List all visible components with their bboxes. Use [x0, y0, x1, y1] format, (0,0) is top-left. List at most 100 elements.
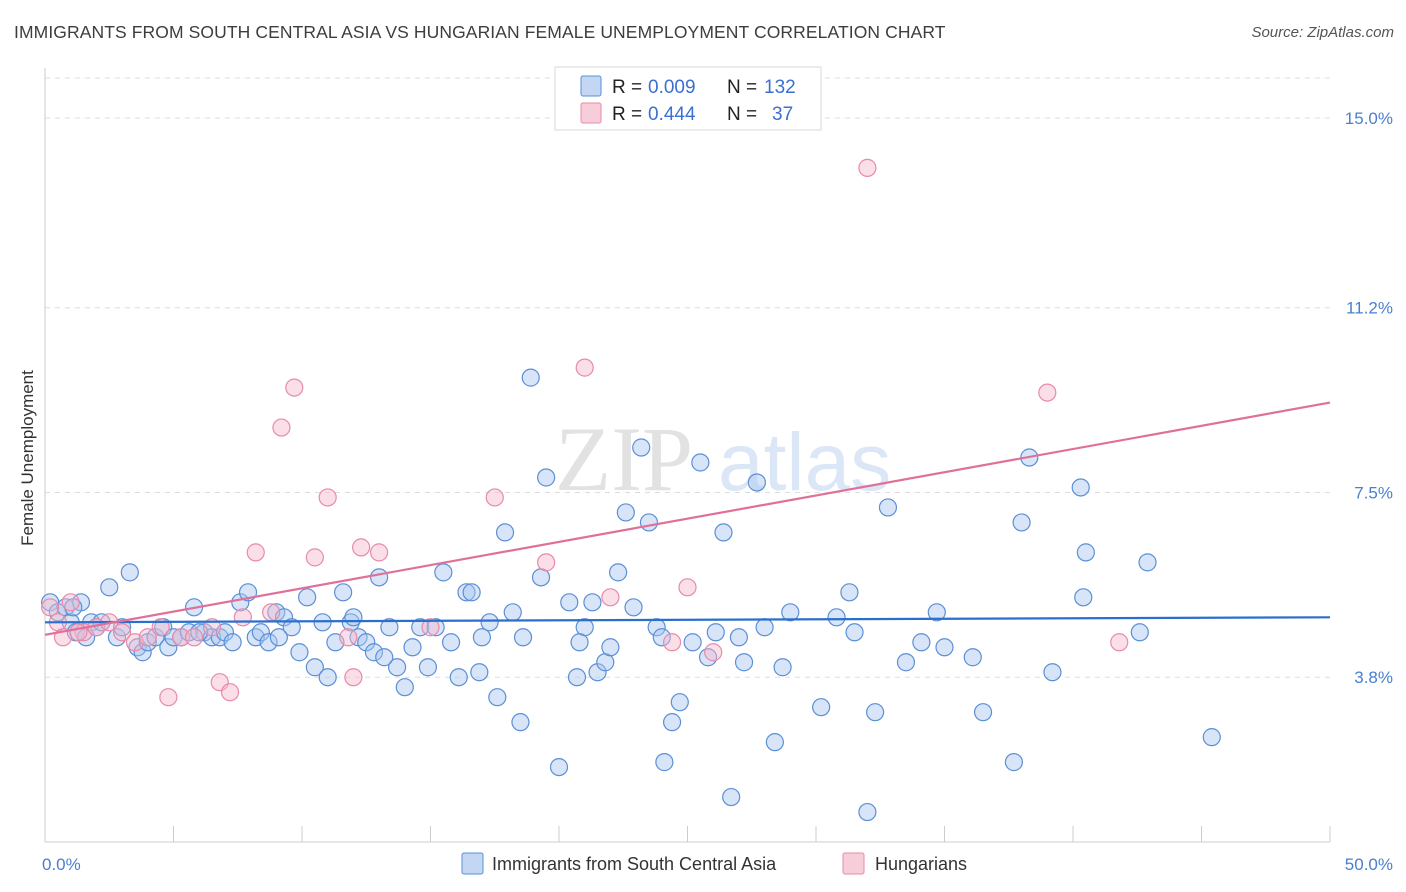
bottom-legend-label-pink: Hungarians	[875, 854, 967, 874]
point-hungarians-29	[485, 488, 504, 507]
point-immigrants-92	[722, 787, 741, 807]
watermark-atlas: atlas	[718, 417, 891, 508]
point-hungarians-21	[285, 378, 304, 397]
point-immigrants-103	[866, 703, 885, 722]
point-immigrants-49	[387, 658, 407, 677]
point-hungarians-12	[172, 628, 191, 647]
y-tick-label-2: 11.2%	[1346, 299, 1393, 318]
bottom-legend-swatch-pink	[842, 852, 865, 875]
point-immigrants-45	[357, 633, 376, 652]
point-immigrants-52	[411, 618, 430, 637]
point-immigrants-71	[560, 593, 579, 612]
legend-r-label-1: R =	[612, 77, 642, 98]
point-hungarians-22	[305, 548, 324, 567]
point-immigrants-100	[827, 608, 846, 627]
point-immigrants-32	[259, 633, 278, 652]
point-hungarians-20	[272, 418, 291, 437]
point-immigrants-91	[714, 523, 733, 542]
point-immigrants-113	[1043, 663, 1062, 682]
point-hungarians-16	[220, 683, 240, 702]
bottom-legend: Immigrants from South Central Asia Hunga…	[461, 852, 967, 875]
point-hungarians-23	[318, 488, 337, 507]
point-hungarians-11	[159, 688, 178, 707]
point-immigrants-50	[395, 678, 414, 697]
point-immigrants-66	[513, 628, 533, 647]
y-tick-label-0: 3.8%	[1354, 668, 1393, 687]
legend-n-label-2: N =	[727, 104, 757, 125]
point-immigrants-94	[747, 473, 766, 492]
point-immigrants-64	[503, 603, 522, 622]
point-immigrants-107	[927, 603, 946, 622]
point-immigrants-84	[655, 753, 674, 772]
point-immigrants-104	[878, 498, 898, 517]
point-immigrants-131	[375, 648, 394, 667]
point-immigrants-129	[935, 638, 954, 657]
point-immigrants-10	[107, 628, 127, 647]
point-immigrants-85	[662, 713, 682, 732]
point-immigrants-18	[159, 638, 178, 657]
legend-r-value-1: 0.009	[648, 77, 696, 98]
point-immigrants-111	[1012, 513, 1031, 532]
point-immigrants-97	[773, 658, 792, 677]
point-hungarians-10	[151, 618, 170, 637]
watermark-zip: ZIP	[555, 408, 693, 510]
point-hungarians-14	[202, 618, 222, 637]
point-immigrants-128	[845, 623, 864, 642]
y-tick-label-1: 7.5%	[1354, 483, 1393, 502]
point-immigrants-110	[1004, 753, 1023, 772]
bottom-legend-label-blue: Immigrants from South Central Asia	[492, 854, 777, 874]
trend-line-immigrants	[44, 616, 1331, 624]
point-immigrants-105	[896, 653, 916, 672]
point-immigrants-124	[344, 608, 363, 627]
point-hungarians-25	[344, 668, 363, 687]
source-note: Source: ZipAtlas.com	[1251, 24, 1394, 41]
point-immigrants-59	[462, 583, 481, 602]
point-immigrants-37	[298, 588, 317, 607]
point-hungarians-3	[61, 593, 80, 612]
point-immigrants-61	[480, 613, 499, 632]
point-immigrants-130	[652, 628, 671, 647]
point-immigrants-78	[609, 563, 628, 582]
point-immigrants-90	[706, 623, 725, 642]
point-hungarians-32	[601, 588, 620, 607]
y-tick-labels: 3.8% 7.5% 11.2% 15.0%	[1345, 109, 1393, 687]
point-hungarians-18	[246, 543, 265, 562]
point-immigrants-70	[549, 757, 569, 777]
point-immigrants-53	[418, 658, 438, 677]
series-immigrants-points	[41, 368, 1221, 822]
point-immigrants-95	[755, 618, 774, 637]
point-immigrants-42	[334, 583, 353, 602]
axes	[44, 68, 1331, 843]
point-immigrants-74	[583, 593, 602, 612]
point-immigrants-123	[269, 628, 288, 647]
point-immigrants-57	[449, 668, 468, 687]
point-immigrants-72	[567, 668, 587, 687]
legend-r-value-2: 0.444	[648, 104, 696, 125]
point-immigrants-38	[305, 658, 324, 677]
point-immigrants-75	[588, 663, 607, 682]
point-immigrants-118	[1138, 553, 1157, 572]
point-hungarians-13	[184, 628, 204, 647]
point-immigrants-109	[973, 703, 993, 722]
y-tick-label-3: 15.0%	[1345, 109, 1393, 128]
point-immigrants-81	[632, 438, 651, 457]
point-immigrants-51	[403, 638, 422, 657]
point-immigrants-36	[290, 643, 309, 662]
point-immigrants-79	[616, 503, 635, 522]
legend-n-label-1: N =	[727, 77, 757, 98]
point-immigrants-48	[380, 618, 399, 637]
point-immigrants-16	[146, 628, 165, 647]
point-hungarians-37	[1038, 383, 1057, 402]
legend: R = 0.009 N = 132 R = 0.444 N = 37	[554, 66, 822, 131]
point-immigrants-56	[441, 633, 461, 652]
point-immigrants-69	[537, 468, 556, 487]
point-immigrants-63	[495, 523, 515, 542]
point-hungarians-0	[41, 598, 60, 617]
legend-swatch-blue	[580, 75, 602, 97]
point-immigrants-31	[251, 623, 270, 642]
point-immigrants-86	[670, 693, 689, 712]
point-immigrants-47	[370, 568, 389, 587]
point-immigrants-87	[683, 633, 702, 652]
point-immigrants-93	[734, 653, 754, 672]
